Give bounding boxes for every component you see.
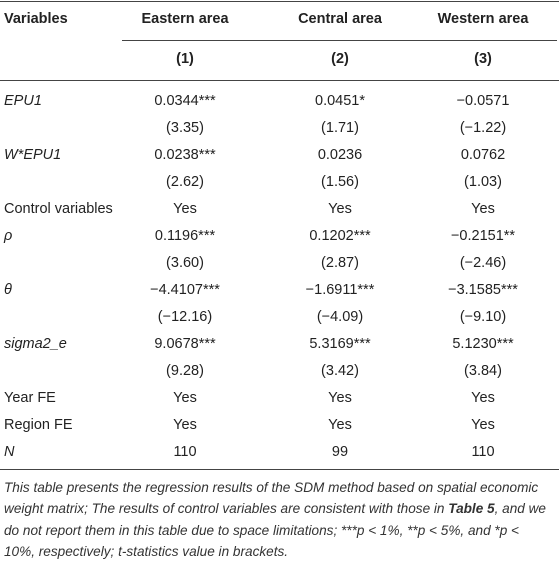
table-cell: 0.0451* — [315, 93, 365, 109]
table-cell: 5.3169*** — [309, 336, 371, 352]
table-cell: 0.1196*** — [154, 228, 216, 244]
table-cell: −0.0571 — [456, 93, 510, 109]
top-rule — [0, 1, 559, 2]
table-cell: 0.1202*** — [309, 228, 371, 244]
row-label: EPU1 — [4, 93, 42, 109]
table-cell: (−4.09) — [316, 309, 364, 325]
table-cell: Yes — [173, 390, 197, 406]
table-cell: Yes — [328, 390, 352, 406]
column-header: Variables — [4, 11, 68, 27]
row-label: sigma2_e — [4, 336, 67, 352]
table-cell: Yes — [471, 201, 495, 217]
footnote-text: , and we do not report them in this tabl… — [4, 501, 546, 559]
table-cell: (2.62) — [166, 174, 204, 190]
table-cell: (3.42) — [321, 363, 359, 379]
column-header: Central area — [298, 11, 382, 27]
column-number: (1) — [176, 51, 194, 67]
table-cell: 0.0238*** — [154, 147, 216, 163]
row-label: Control variables — [4, 201, 113, 217]
table-cell: −0.2151** — [450, 228, 516, 244]
header-bottom-rule — [0, 80, 559, 81]
table-cell: (3.60) — [166, 255, 204, 271]
column-header: Western area — [437, 11, 529, 27]
table-cell: Yes — [173, 201, 197, 217]
row-label: Year FE — [4, 390, 56, 406]
table-cell: 110 — [173, 444, 197, 460]
row-label: W*EPU1 — [4, 147, 62, 163]
table-cell: (3.35) — [166, 120, 204, 136]
column-number: (3) — [474, 51, 492, 67]
table-cell: 0.0236 — [317, 147, 363, 163]
row-label: N — [4, 444, 15, 460]
table-cell: (2.87) — [321, 255, 359, 271]
table-cell: −1.6911*** — [305, 282, 375, 298]
table-cell: 110 — [471, 444, 495, 460]
table-cell: Yes — [471, 390, 495, 406]
table-cell: (1.56) — [321, 174, 359, 190]
table-cell: (−12.16) — [157, 309, 213, 325]
table-cell: Yes — [471, 417, 495, 433]
table-cell: (−9.10) — [459, 309, 507, 325]
table-cell: (9.28) — [166, 363, 204, 379]
column-number: (2) — [331, 51, 349, 67]
table-cell: Yes — [173, 417, 197, 433]
table-cell: −4.4107*** — [150, 282, 220, 298]
footnote-text: This table presents the regression resul… — [4, 480, 539, 517]
row-label: θ — [4, 282, 12, 298]
table-cell: 0.0344*** — [154, 93, 216, 109]
column-header: Eastern area — [141, 11, 229, 27]
table-cell: Yes — [328, 417, 352, 433]
table-cell: 5.1230*** — [452, 336, 514, 352]
table-cell: 99 — [331, 444, 349, 460]
table-cell: (−1.22) — [459, 120, 507, 136]
row-label: Region FE — [4, 417, 73, 433]
table-cell: −3.1585*** — [448, 282, 518, 298]
footnote-table-ref: Table 5 — [448, 501, 495, 517]
bottom-rule — [0, 469, 559, 470]
row-label: ρ — [4, 228, 13, 244]
table-cell: (3.84) — [464, 363, 502, 379]
table-cell: (1.71) — [321, 120, 359, 136]
table-cell: 0.0762 — [460, 147, 506, 163]
table-cell: 9.0678*** — [154, 336, 216, 352]
header-rule — [122, 40, 557, 41]
table-cell: Yes — [328, 201, 352, 217]
table-cell: (−2.46) — [459, 255, 507, 271]
table-cell: (1.03) — [464, 174, 502, 190]
footnote: This table presents the regression resul… — [4, 477, 552, 562]
